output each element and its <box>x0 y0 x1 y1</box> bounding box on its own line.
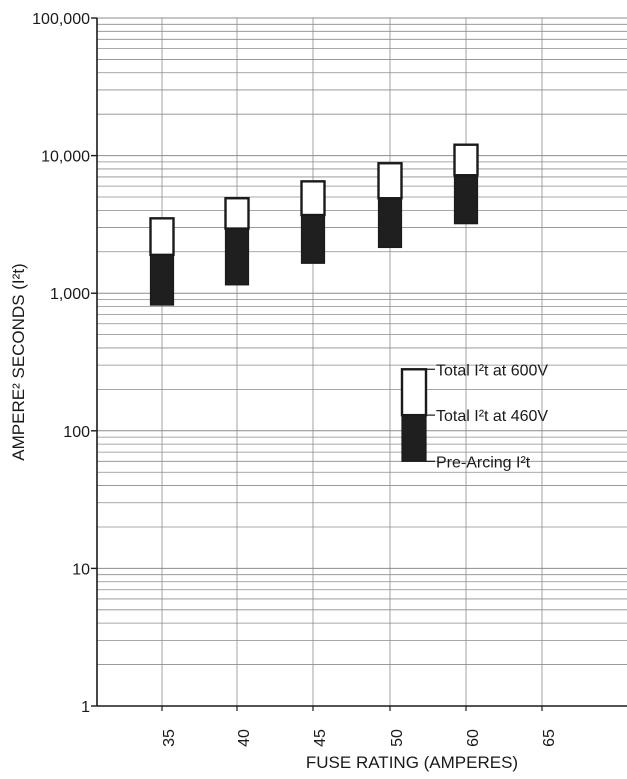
bar-460v-50 <box>377 197 403 249</box>
legend-label-pre-arcing: Pre-Arcing I²t <box>436 454 531 471</box>
x-tick-label: 50 <box>389 729 406 747</box>
legend: Total I²t at 600V Total I²t at 460V Pre-Ar… <box>400 362 548 471</box>
bar-460v-40 <box>224 227 250 286</box>
y-axis-title: AMPERE² SECONDS (I²t) <box>9 263 28 460</box>
bar-600v-50 <box>377 162 403 200</box>
legend-bar-460v <box>401 414 427 462</box>
x-tick-label: 60 <box>465 729 482 747</box>
grid <box>97 17 627 707</box>
x-tick-label: 45 <box>312 729 329 747</box>
bar-460v-45 <box>300 214 326 264</box>
legend-bar-600v <box>400 368 428 417</box>
x-axis-title: FUSE RATING (AMPERES) <box>306 753 518 772</box>
y-tick-label: 10 <box>72 561 90 578</box>
y-tick-label: 100,000 <box>32 11 90 28</box>
bar-460v-60 <box>453 174 479 225</box>
x-tick-label: 65 <box>541 729 558 747</box>
bar-600v-40 <box>224 197 250 230</box>
axes: 1 10 100 1,000 10,000 100,000 35 40 45 50 60 65 FUSE… <box>9 11 627 772</box>
legend-label-460v: Total I²t at 460V <box>436 408 548 425</box>
y-tick-label: 1,000 <box>50 286 90 303</box>
bar-600v-60 <box>453 143 479 177</box>
bar-460v-35 <box>149 254 175 306</box>
y-tick-label: 1 <box>81 699 90 716</box>
bar-600v-35 <box>149 217 175 257</box>
legend-label-600v: Total I²t at 600V <box>436 362 548 379</box>
y-tick-label: 100 <box>63 424 90 441</box>
x-tick-label: 40 <box>236 729 253 747</box>
bars <box>149 143 479 306</box>
x-tick-label: 35 <box>161 729 178 747</box>
bar-600v-45 <box>300 180 326 217</box>
y-tick-label: 10,000 <box>41 149 90 166</box>
